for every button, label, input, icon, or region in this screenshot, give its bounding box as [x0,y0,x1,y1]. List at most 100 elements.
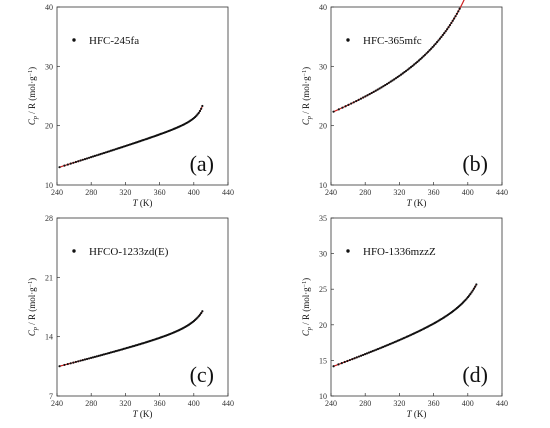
data-point [102,151,106,155]
x-tick-label: 440 [496,399,508,408]
y-tick-label: 30 [319,62,327,71]
data-point [446,28,449,31]
data-point [81,158,84,161]
data-point [106,150,109,153]
data-point [357,98,360,101]
y-tick-label: 20 [319,321,327,330]
y-tick-label: 30 [45,62,53,71]
x-tick-label: 320 [393,188,405,197]
x-tick-label: 320 [119,188,131,197]
data-point [201,104,204,108]
data-point [353,357,356,360]
data-point [58,365,61,368]
data-point [431,46,434,49]
data-point [428,49,431,52]
data-point [200,312,203,315]
data-point [430,47,433,50]
legend-label: HFO-1336mzzZ [363,246,436,258]
data-point [380,346,383,349]
data-point [104,352,107,356]
y-axis-title: Cp / R (mol·g−1) [27,278,39,336]
legend: HFO-1336mzzZ [346,246,436,258]
data-point [403,71,406,74]
data-point [89,356,93,359]
data-point [414,62,417,65]
x-tick-label: 240 [325,399,337,408]
data-point [447,26,450,29]
data-point [363,353,367,356]
data-point [396,75,399,79]
data-point [351,358,354,361]
data-point [63,363,66,367]
data-point [413,63,416,66]
data-point [382,85,385,88]
data-point [81,359,84,362]
data-point [454,15,457,18]
x-tick-label: 360 [154,188,166,197]
y-tick-label: 25 [319,285,327,294]
data-point [401,72,404,75]
legend-marker [346,38,350,42]
x-tick-label: 360 [428,399,440,408]
data-point [453,17,456,20]
data-point [91,356,95,359]
y-axis-title: Cp / R (mol·g−1) [301,278,313,336]
data-point [63,164,66,167]
y-tick-label: 15 [319,356,327,365]
data-point [77,160,80,163]
data-point [359,97,363,100]
data-point [411,64,414,67]
data-point [97,354,100,357]
data-point [378,347,381,350]
data-point [361,353,365,357]
data-point [111,149,114,152]
data-point [74,160,77,164]
data-point [451,19,454,22]
legend-label: HFC-245fa [89,35,139,47]
legend: HFCO-1233zd(E) [72,246,169,258]
data-point [332,110,335,113]
data-point [69,162,72,165]
data-point [109,149,112,152]
data-point [101,152,104,155]
data-point [367,351,371,354]
x-tick-label: 240 [325,188,337,197]
data-point [466,296,470,299]
data-point [97,153,100,156]
data-point [77,360,80,363]
data-point [74,360,77,364]
data-point [201,310,204,313]
data-point [364,95,367,98]
data-point [440,35,443,38]
data-point [422,55,425,58]
data-point [384,83,387,87]
data-point [359,354,363,357]
data-point [102,353,106,356]
data-point [352,101,355,104]
data-point [58,166,61,169]
data-point [362,96,365,99]
data-point [332,365,335,368]
data-point [106,352,109,355]
data-point [398,74,401,77]
data-point [66,163,69,166]
data-point [357,355,361,358]
data-point [108,351,111,355]
data-point [91,155,95,158]
data-point [458,7,461,10]
x-axis-title: T (K) [133,409,153,419]
data-point [89,156,93,159]
data-point [72,161,75,164]
data-point [350,102,353,105]
data-point [469,292,472,296]
x-tick-label: 280 [85,399,97,408]
data-point [438,37,442,40]
data-point [355,99,358,103]
data-point [385,344,388,347]
legend-marker [72,38,76,42]
data-point [197,315,200,318]
data-point [196,113,199,116]
legend-marker [72,249,76,253]
data-point [370,91,373,95]
data-point [99,354,102,357]
